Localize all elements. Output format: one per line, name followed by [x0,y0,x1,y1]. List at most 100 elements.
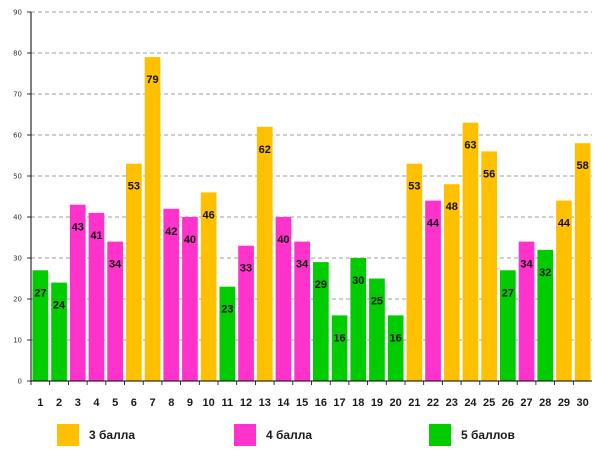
bar-30 [574,143,591,381]
data-label-18: 30 [352,275,364,287]
y-tick-label: 60 [13,132,22,140]
data-label-29: 44 [558,218,571,230]
data-label-12: 33 [240,263,252,275]
bar-9 [182,217,198,381]
data-label-15: 34 [296,259,309,271]
data-label-27: 34 [520,259,533,271]
legend-item-4: 4 балла [234,424,312,446]
x-tick-label-11: 11 [222,397,234,409]
bar-19 [369,278,385,381]
bar-17 [331,315,348,381]
bar-14 [275,217,292,381]
legend-label-3: 3 балла [89,428,136,442]
data-label-22: 44 [427,218,440,230]
data-label-30: 58 [577,160,589,172]
data-label-16: 29 [315,279,327,291]
data-label-19: 25 [371,296,383,308]
bar-7 [144,57,161,381]
x-tick-label-27: 27 [520,397,532,409]
y-tick-label: 0 [18,378,22,386]
data-label-28: 32 [539,267,551,279]
y-tick-label: 80 [13,50,22,58]
x-tick-label-2: 2 [56,397,62,409]
x-tick-label-9: 9 [187,397,193,409]
data-label-21: 53 [408,181,420,193]
bar-4 [88,212,105,381]
bar-25 [481,151,498,381]
bar-5 [107,241,124,381]
data-label-7: 79 [146,74,158,86]
data-label-1: 27 [34,287,46,299]
y-tick-label: 10 [13,337,22,345]
bar-24 [462,122,479,381]
bar-29 [556,200,572,381]
data-label-5: 34 [109,259,122,271]
data-label-17: 16 [333,332,345,344]
bar-6 [125,163,142,381]
data-label-23: 48 [446,201,458,213]
x-tick-label-20: 20 [390,397,402,409]
x-tick-label-24: 24 [464,397,477,409]
data-label-4: 41 [90,230,102,242]
x-tick-label-13: 13 [259,397,271,409]
bar-1 [32,270,49,381]
data-label-6: 53 [128,181,140,193]
x-tick-label-8: 8 [168,397,174,409]
legend-swatch-5 [429,424,451,446]
legend-item-3: 3 балла [57,424,135,446]
y-tick-label: 40 [13,214,22,222]
bar-15 [294,241,311,381]
x-tick-label-1: 1 [37,397,43,409]
x-axis: 1 2 3 4 5 6 7 8 9 10 11 12 13 14 15 16 17 18 19 20 21 22 23 24 2… [30,380,592,409]
bar-2 [51,282,67,381]
x-tick-label-26: 26 [502,397,514,409]
x-tick-label-10: 10 [203,397,215,409]
x-tick-label-4: 4 [93,397,100,409]
x-tick-label-19: 19 [371,397,383,409]
data-label-24: 63 [464,140,476,152]
x-tick-label-17: 17 [333,397,345,409]
bar-22 [425,200,441,381]
bar-20 [387,315,404,381]
legend-label-5: 5 баллов [461,428,515,442]
x-tick-label-23: 23 [446,397,458,409]
data-label-9: 40 [184,234,196,246]
y-tick-label: 20 [13,296,22,304]
legend-item-5: 5 баллов [429,424,515,446]
x-tick-label-18: 18 [352,397,364,409]
x-tick-label-25: 25 [483,397,495,409]
legend-swatch-3 [57,424,79,446]
bar-18 [350,258,367,381]
x-tick-label-14: 14 [277,397,290,409]
x-tick-label-16: 16 [315,397,327,409]
bar-10 [200,192,217,381]
data-label-13: 62 [259,144,271,156]
data-label-11: 23 [221,304,233,316]
x-tick-label-12: 12 [240,397,252,409]
bar-12 [238,245,254,381]
x-tick-label-15: 15 [296,397,308,409]
x-tick-label-21: 21 [408,397,420,409]
bar-3 [69,204,86,381]
bar-16 [312,262,329,381]
bars: 27 24 43 41 34 53 79 42 40 46 23 33 62 40 34 29 16 30 25 16… [32,57,591,381]
data-label-8: 42 [165,226,177,238]
x-tick-label-3: 3 [75,397,81,409]
data-label-10: 46 [203,209,215,221]
data-label-3: 43 [72,222,84,234]
y-tick-label: 90 [13,9,22,17]
x-tick-label-6: 6 [131,397,137,409]
bar-27 [518,241,535,381]
x-tick-label-29: 29 [558,397,570,409]
bar-26 [499,270,516,381]
bar-21 [406,163,423,381]
y-tick-label: 50 [13,173,22,181]
legend-swatch-4 [234,424,256,446]
data-label-25: 56 [483,168,495,180]
x-tick-label-5: 5 [112,397,118,409]
legend-label-4: 4 балла [266,428,313,442]
bar-8 [163,208,180,381]
gridlines [31,11,592,341]
y-axis: 0 10 20 30 40 50 60 70 80 90 [13,9,32,386]
